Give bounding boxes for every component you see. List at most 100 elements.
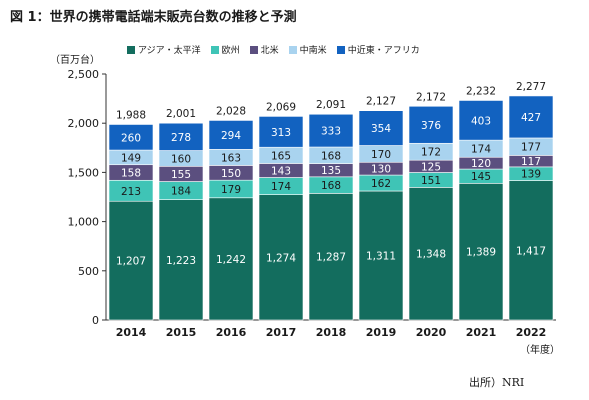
x-tick-label: 2018 (316, 326, 347, 339)
bar-segment-1 (308, 193, 354, 321)
bar-segment-5 (408, 105, 454, 144)
data-label: 403 (471, 115, 491, 127)
total-label: 2,069 (266, 101, 296, 113)
data-label: 149 (121, 152, 141, 164)
data-label: 1,311 (366, 250, 396, 262)
data-label: 179 (221, 184, 241, 196)
legend-label: 北米 (260, 46, 279, 56)
data-label: 143 (271, 165, 291, 177)
data-label: 158 (121, 167, 141, 179)
legend-label: 中南米 (299, 46, 327, 56)
data-label: 260 (121, 132, 141, 144)
total-label: 2,172 (416, 91, 446, 103)
x-tick-label: 2014 (116, 326, 147, 339)
bar-segment-5 (358, 110, 404, 146)
data-label: 117 (521, 156, 541, 168)
legend-item: アジア・太平洋 (127, 43, 201, 56)
bar-segment-1 (158, 199, 204, 321)
data-label: 354 (371, 123, 391, 135)
bar-segment-5 (108, 124, 154, 151)
legend-swatch (210, 45, 219, 54)
data-label: 1,207 (116, 256, 146, 268)
data-label: 313 (271, 127, 291, 139)
x-tick-label: 2015 (166, 326, 197, 339)
data-label: 155 (171, 169, 191, 181)
total-label: 2,232 (466, 85, 496, 97)
data-label: 174 (271, 181, 291, 193)
y-tick-label: 500 (78, 265, 99, 278)
y-tick-label: 1,500 (68, 166, 100, 179)
legend-swatch (336, 45, 345, 54)
legend-swatch (249, 45, 258, 54)
source-note: 出所）NRI (469, 376, 525, 389)
data-label: 125 (421, 161, 441, 173)
data-label: 151 (421, 175, 441, 187)
legend-label: アジア・太平洋 (138, 46, 201, 56)
data-label: 150 (221, 168, 241, 180)
data-label: 120 (471, 158, 491, 170)
data-label: 1,417 (516, 245, 546, 257)
data-label: 172 (421, 147, 441, 159)
x-tick-label: 2019 (366, 326, 397, 339)
bar-segment-5 (208, 120, 254, 150)
x-tick-label: 2017 (266, 326, 297, 339)
legend-label: 欧州 (221, 46, 240, 56)
data-label: 174 (471, 144, 491, 156)
total-label: 2,091 (316, 99, 346, 111)
data-label: 1,287 (316, 252, 346, 264)
legend-label: 中近東・アフリカ (347, 46, 420, 56)
data-label: 163 (221, 152, 241, 164)
data-label: 427 (521, 112, 541, 124)
data-label: 162 (371, 178, 391, 190)
y-axis-unit: （百万台） (50, 55, 100, 66)
legend-item: 中近東・アフリカ (336, 43, 420, 56)
legend-swatch (288, 45, 297, 54)
legend-item: 中南米 (288, 43, 327, 56)
x-tick-label: 2020 (416, 326, 447, 339)
y-tick-label: 0 (92, 314, 99, 327)
bar-segment-1 (108, 200, 154, 321)
y-tick-label: 2,500 (68, 68, 100, 81)
bar-segment-1 (358, 190, 404, 321)
data-label: 168 (321, 150, 341, 162)
total-label: 2,001 (166, 108, 196, 120)
legend-swatch (127, 45, 135, 54)
data-label: 1,348 (416, 249, 446, 261)
data-label: 1,274 (266, 252, 296, 264)
bar-segment-1 (508, 180, 554, 321)
bar-segment-5 (158, 122, 204, 151)
data-label: 376 (421, 120, 441, 132)
data-label: 170 (371, 149, 391, 161)
data-label: 165 (271, 150, 291, 162)
data-label: 160 (171, 153, 191, 165)
data-label: 168 (321, 180, 341, 192)
total-label: 1,988 (116, 109, 146, 121)
data-label: 130 (371, 164, 391, 176)
data-label: 145 (471, 171, 491, 183)
x-tick-label: 2016 (216, 326, 247, 339)
data-label: 135 (321, 165, 341, 177)
legend-item: 北米 (249, 43, 279, 56)
y-tick-label: 1,000 (68, 216, 100, 229)
data-label: 1,242 (216, 254, 246, 266)
y-tick-label: 2,000 (68, 117, 100, 130)
chart-title: 図 1：世界の携帯電話端末販売台数の推移と予測 (10, 10, 297, 25)
x-tick-label: 2022 (516, 326, 547, 339)
data-label: 1,223 (166, 255, 196, 267)
legend-item: 欧州 (210, 43, 240, 56)
data-label: 1,389 (466, 247, 496, 259)
bar-segment-1 (208, 197, 254, 321)
data-label: 294 (221, 130, 241, 142)
total-label: 2,028 (216, 105, 246, 117)
x-axis-unit: （年度） (520, 345, 560, 356)
total-label: 2,127 (366, 96, 396, 108)
total-label: 2,277 (516, 81, 546, 93)
data-label: 177 (521, 142, 541, 154)
data-label: 213 (121, 186, 141, 198)
data-label: 184 (171, 186, 191, 198)
legend: アジア・太平洋 欧州 北米 中南米 中近東・アフリカ (127, 43, 420, 56)
bar-segment-5 (258, 116, 304, 148)
bar-segment-5 (458, 100, 504, 141)
data-label: 139 (521, 169, 541, 181)
